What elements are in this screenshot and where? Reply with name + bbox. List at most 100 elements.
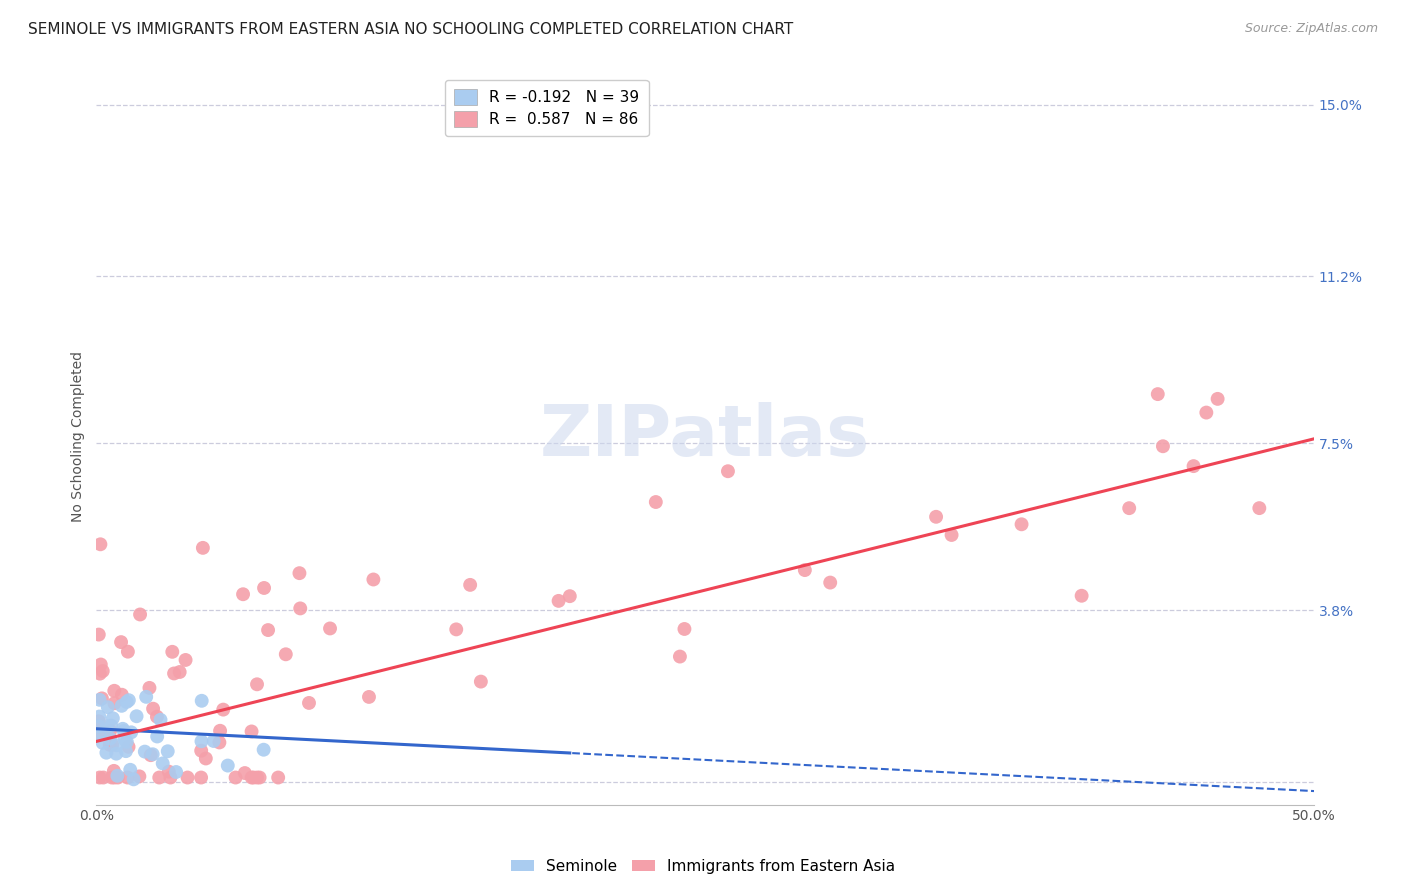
- Point: [117, 739, 139, 754]
- Point: [117, 771, 139, 785]
- Point: [111, 722, 134, 736]
- Point: [444, 623, 467, 637]
- Point: [1206, 392, 1229, 406]
- Point: [209, 723, 232, 738]
- Point: [190, 694, 212, 708]
- Point: [101, 711, 124, 725]
- Point: [191, 541, 214, 555]
- Point: [558, 589, 581, 603]
- Text: ZIPatlas: ZIPatlas: [540, 402, 870, 471]
- Point: [240, 771, 263, 785]
- Point: [1070, 589, 1092, 603]
- Point: [818, 575, 841, 590]
- Point: [208, 735, 231, 749]
- Legend: R = -0.192   N = 39, R =  0.587   N = 86: R = -0.192 N = 39, R = 0.587 N = 86: [444, 80, 648, 136]
- Point: [93, 771, 115, 785]
- Point: [156, 744, 179, 758]
- Point: [176, 771, 198, 785]
- Point: [146, 709, 169, 723]
- Point: [194, 751, 217, 765]
- Text: SEMINOLE VS IMMIGRANTS FROM EASTERN ASIA NO SCHOOLING COMPLETED CORRELATION CHAR: SEMINOLE VS IMMIGRANTS FROM EASTERN ASIA…: [28, 22, 793, 37]
- Point: [298, 696, 321, 710]
- Point: [288, 566, 311, 581]
- Point: [125, 709, 148, 723]
- Point: [115, 735, 138, 749]
- Point: [1195, 406, 1218, 420]
- Point: [128, 769, 150, 783]
- Point: [103, 683, 125, 698]
- Point: [100, 718, 122, 732]
- Point: [101, 771, 124, 785]
- Point: [91, 664, 114, 678]
- Point: [103, 771, 125, 785]
- Point: [87, 627, 110, 641]
- Point: [129, 607, 152, 622]
- Point: [111, 688, 134, 702]
- Point: [105, 769, 128, 783]
- Point: [98, 738, 121, 752]
- Point: [644, 495, 666, 509]
- Point: [217, 758, 239, 772]
- Point: [112, 723, 135, 738]
- Point: [267, 771, 290, 785]
- Point: [253, 581, 276, 595]
- Point: [242, 771, 264, 785]
- Point: [101, 738, 124, 752]
- Point: [169, 665, 191, 679]
- Point: [90, 691, 112, 706]
- Point: [190, 744, 212, 758]
- Point: [673, 622, 696, 636]
- Point: [246, 677, 269, 691]
- Point: [152, 756, 174, 771]
- Y-axis label: No Schooling Completed: No Schooling Completed: [72, 351, 86, 522]
- Point: [925, 509, 948, 524]
- Point: [105, 747, 128, 761]
- Point: [274, 648, 297, 662]
- Point: [105, 739, 128, 753]
- Point: [162, 645, 184, 659]
- Point: [114, 732, 136, 747]
- Point: [547, 594, 569, 608]
- Point: [363, 573, 385, 587]
- Point: [233, 766, 256, 780]
- Text: Source: ZipAtlas.com: Source: ZipAtlas.com: [1244, 22, 1378, 36]
- Point: [1118, 501, 1140, 516]
- Point: [96, 746, 118, 760]
- Point: [240, 724, 263, 739]
- Point: [107, 771, 129, 785]
- Point: [1182, 459, 1205, 474]
- Point: [135, 690, 157, 704]
- Point: [134, 745, 156, 759]
- Point: [110, 635, 132, 649]
- Point: [97, 700, 120, 714]
- Point: [98, 731, 121, 746]
- Point: [89, 666, 111, 681]
- Point: [103, 764, 125, 778]
- Point: [190, 734, 212, 748]
- Point: [139, 748, 162, 763]
- Point: [111, 698, 134, 713]
- Point: [118, 693, 141, 707]
- Point: [87, 727, 110, 741]
- Point: [793, 563, 815, 577]
- Point: [163, 666, 186, 681]
- Point: [89, 537, 111, 551]
- Point: [1249, 501, 1271, 516]
- Point: [91, 736, 114, 750]
- Point: [319, 622, 342, 636]
- Point: [87, 714, 110, 729]
- Point: [157, 764, 180, 779]
- Point: [117, 645, 139, 659]
- Point: [142, 702, 165, 716]
- Point: [89, 709, 111, 723]
- Point: [470, 674, 492, 689]
- Point: [142, 747, 165, 762]
- Point: [357, 690, 380, 704]
- Point: [138, 681, 160, 695]
- Point: [87, 719, 110, 733]
- Point: [120, 763, 142, 777]
- Point: [89, 729, 111, 743]
- Point: [257, 623, 280, 637]
- Point: [122, 772, 145, 787]
- Point: [717, 464, 740, 478]
